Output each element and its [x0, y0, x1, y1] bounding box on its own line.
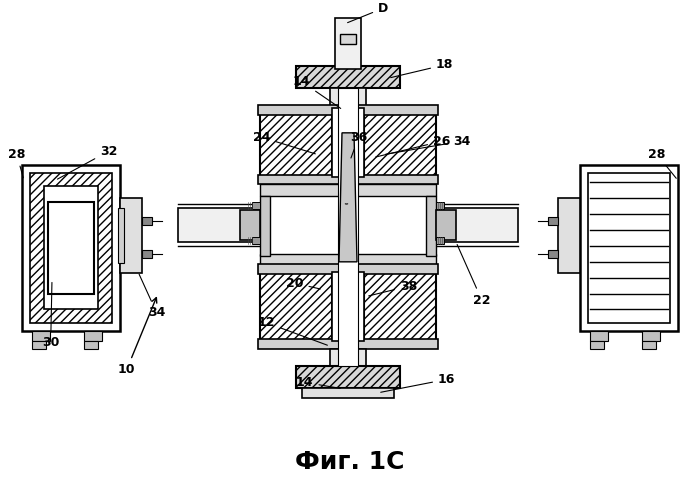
Text: 16: 16 [381, 373, 456, 392]
Bar [590, 331, 608, 341]
Bar [48, 202, 94, 294]
Bar [142, 217, 152, 225]
Bar [590, 341, 604, 349]
Bar [348, 254, 436, 266]
Bar [296, 66, 400, 88]
Text: 34: 34 [386, 135, 470, 154]
Bar [558, 198, 580, 273]
Bar [436, 237, 444, 244]
Bar [260, 254, 348, 266]
Text: 22: 22 [457, 245, 491, 307]
Bar [642, 341, 656, 349]
Text: 20: 20 [286, 277, 321, 290]
Bar [436, 202, 444, 209]
Text: 24: 24 [253, 131, 315, 154]
Bar [252, 237, 260, 244]
Text: 14: 14 [296, 376, 340, 389]
Bar [32, 331, 50, 341]
Bar [296, 66, 400, 88]
Text: 26: 26 [376, 135, 450, 157]
Bar [335, 18, 361, 69]
Bar [142, 250, 152, 258]
Bar [178, 208, 260, 242]
Bar [84, 331, 102, 341]
Bar [348, 185, 436, 196]
Text: Фиг. 1С: Фиг. 1С [295, 450, 405, 474]
Bar [240, 210, 260, 240]
Bar [340, 34, 356, 44]
Bar [252, 202, 260, 209]
Bar [30, 173, 112, 323]
Bar [118, 208, 124, 263]
Bar [580, 165, 678, 331]
Text: 28: 28 [8, 148, 25, 178]
Text: 14: 14 [293, 75, 341, 109]
Bar [44, 186, 98, 310]
Bar [258, 105, 438, 115]
Bar [302, 388, 394, 398]
Bar [32, 341, 46, 349]
Bar [548, 217, 558, 225]
Text: 32: 32 [57, 145, 118, 179]
Text: 12: 12 [258, 316, 328, 345]
Bar [330, 88, 366, 110]
Bar [330, 349, 366, 367]
Bar [548, 250, 558, 258]
Bar [436, 210, 456, 240]
Bar [258, 339, 438, 349]
Bar [364, 108, 436, 178]
Bar [364, 272, 436, 341]
Text: 38: 38 [369, 280, 417, 296]
Bar [120, 198, 142, 273]
Text: 30: 30 [42, 282, 60, 349]
Bar [332, 272, 364, 341]
Bar [296, 366, 400, 388]
Bar [22, 165, 120, 331]
Text: 28: 28 [648, 148, 676, 178]
Text: D: D [348, 2, 388, 23]
Bar [258, 264, 438, 274]
Polygon shape [339, 133, 357, 262]
Bar [260, 185, 348, 196]
Bar [332, 108, 364, 178]
Bar [338, 88, 358, 366]
Text: 10: 10 [118, 298, 157, 376]
Text: 36: 36 [350, 131, 368, 158]
Text: 18: 18 [391, 59, 454, 77]
Bar [642, 331, 660, 341]
Bar [260, 272, 332, 341]
Text: 34: 34 [139, 274, 165, 319]
Bar [296, 366, 400, 388]
Bar [588, 173, 670, 323]
Bar [258, 175, 438, 185]
Bar [436, 208, 518, 242]
Bar [84, 341, 98, 349]
Bar [260, 196, 270, 256]
Bar [426, 196, 436, 256]
Bar [260, 108, 332, 178]
